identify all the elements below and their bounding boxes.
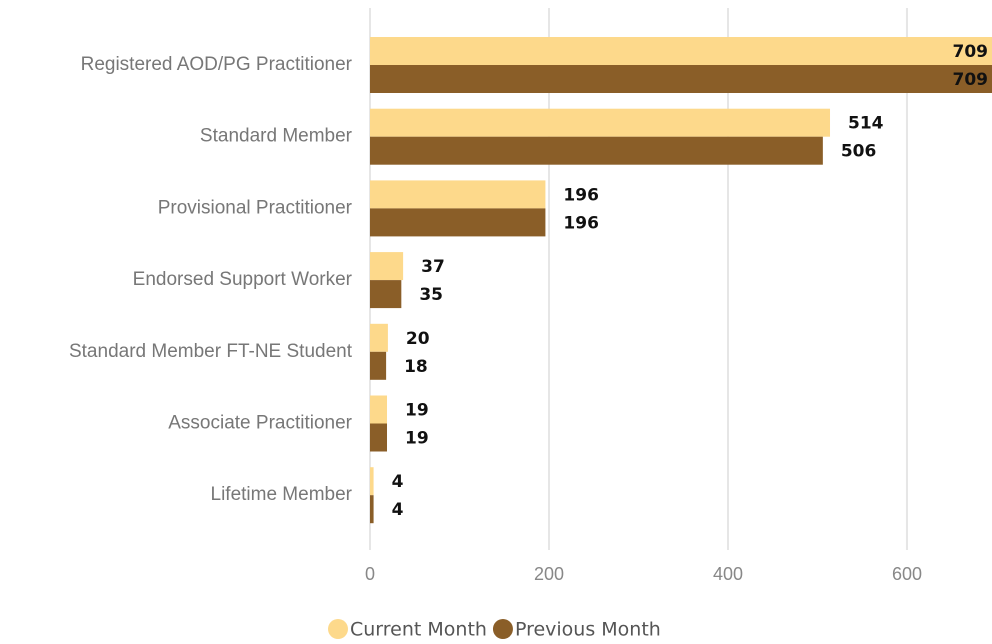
bar — [370, 323, 388, 352]
legend-swatch — [492, 619, 513, 639]
value-label: 19 — [405, 401, 429, 421]
x-tick-label: 400 — [713, 564, 743, 584]
bar — [370, 208, 546, 237]
value-label: 4 — [392, 472, 404, 492]
value-label: 709 — [953, 42, 989, 62]
category-label: Standard Member — [200, 126, 353, 147]
bars — [370, 37, 992, 524]
value-label: 35 — [419, 285, 443, 305]
category-label: Provisional Practitioner — [158, 197, 353, 218]
category-label: Endorsed Support Worker — [133, 269, 353, 290]
x-tick-label: 0 — [365, 564, 375, 584]
value-label: 4 — [392, 500, 404, 520]
bar — [370, 180, 546, 209]
category-label: Registered AOD/PG Practitioner — [81, 54, 353, 75]
bar — [370, 467, 374, 496]
category-label: Associate Practitioner — [168, 413, 352, 434]
value-label: 19 — [405, 429, 429, 449]
value-label: 709 — [953, 70, 989, 90]
bar — [370, 495, 374, 524]
bar — [370, 423, 388, 452]
value-label: 20 — [406, 329, 430, 349]
bar — [370, 65, 992, 93]
value-label: 18 — [404, 357, 428, 377]
bar — [370, 37, 992, 65]
x-tick-label: 600 — [892, 564, 922, 584]
bar — [370, 280, 402, 309]
value-label: 196 — [563, 213, 599, 233]
category-label: Lifetime Member — [211, 484, 353, 505]
value-label: 37 — [421, 257, 445, 277]
legend-label: Previous Month — [515, 619, 661, 641]
bar — [370, 252, 404, 281]
bar — [370, 351, 387, 380]
x-tick-label: 200 — [534, 564, 564, 584]
bar — [370, 108, 831, 137]
bar — [370, 395, 388, 424]
legend-label: Current Month — [350, 619, 487, 641]
value-label: 196 — [563, 185, 599, 205]
legend-swatch — [328, 619, 348, 639]
labels: 0 200 400 600 Registered AOD/PG Practitioner… — [69, 42, 988, 641]
bar — [370, 136, 823, 165]
value-label: 514 — [848, 114, 884, 134]
value-label: 506 — [841, 142, 877, 162]
category-label: Standard Member FT-NE Student — [69, 341, 353, 362]
